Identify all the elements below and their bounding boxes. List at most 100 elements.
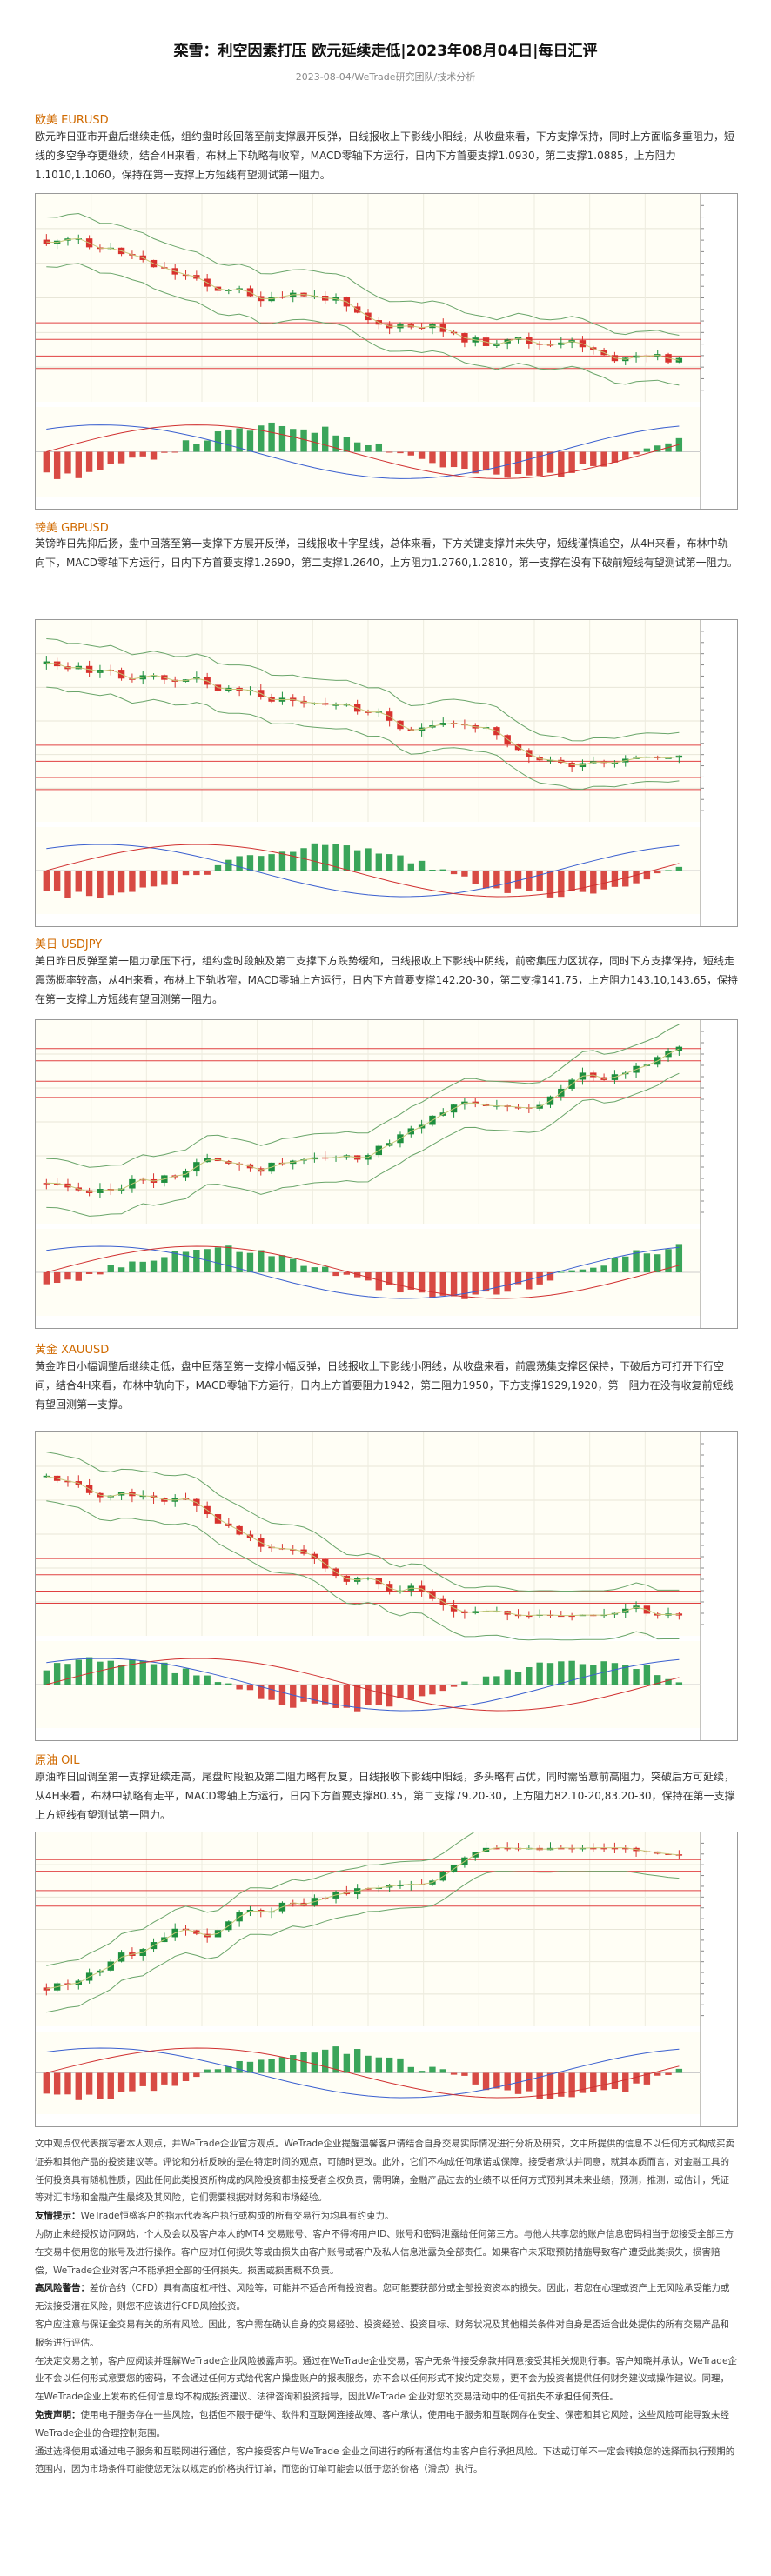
macd-bar [290, 2055, 297, 2073]
macd-bar [493, 2072, 500, 2089]
macd-bar [64, 1272, 71, 1280]
macd-bar [236, 2060, 243, 2073]
macd-bar [225, 859, 232, 871]
macd-bar [85, 871, 93, 897]
macd-bar [472, 1272, 479, 1295]
macd-bar [536, 871, 543, 891]
macd-bar [64, 2072, 71, 2095]
macd-bar [590, 1267, 597, 1272]
macd-bar [429, 451, 436, 464]
macd-bar [482, 1272, 490, 1292]
section-paragraph-oil: 原油昨日回调至第一支撑延续走高，尾盘时段触及第二阻力略有反复，日线报收下影线中阳… [35, 1771, 735, 1821]
section-title-eurusd: 欧美 EURUSD [35, 114, 109, 127]
macd-bar [129, 1261, 136, 1272]
macd-bar [97, 1272, 104, 1275]
disclaimer-paragraph: 高风险警告：差价合约（CFD）具有高度杠杆性、风险等，可能并不适合所有投资者。您… [35, 2279, 738, 2316]
section-title-gbpusd: 镑美 GBPUSD [35, 522, 109, 535]
macd-line [46, 844, 680, 898]
macd-bar [53, 871, 61, 891]
macd-bar [526, 1667, 533, 1685]
macd-bar [300, 848, 307, 871]
macd-bar [53, 1663, 61, 1685]
macd-bar [450, 451, 458, 468]
macd-bar [236, 1685, 243, 1690]
macd-bar [461, 1681, 468, 1685]
macd-bar [64, 1664, 71, 1685]
macd-bar [290, 429, 297, 452]
macd-bar [365, 444, 372, 452]
macd-bar [365, 2055, 372, 2073]
macd-bar [246, 430, 254, 452]
macd-bar [107, 871, 114, 896]
candle-body [611, 1847, 619, 1850]
macd-bar [665, 1249, 672, 1272]
macd-bar [622, 1256, 629, 1272]
macd-bar [150, 451, 158, 460]
macd-bar [300, 1685, 307, 1702]
macd-bar [268, 1685, 275, 1700]
macd-bar [365, 848, 372, 871]
macd-bar [129, 871, 136, 892]
macd-bar [214, 2069, 222, 2073]
bollinger-band [46, 662, 680, 766]
candle-body [590, 1847, 597, 1850]
macd-bar [193, 1675, 200, 1685]
macd-bar [85, 1272, 93, 1274]
macd-bar [482, 2072, 490, 2091]
macd-bar [161, 451, 168, 453]
disclaimer-paragraph: 文中观点仅代表撰写者本人观点，并WeTrade企业官方观点。WeTrade企业提… [35, 2135, 738, 2207]
macd-signal-line [46, 1658, 680, 1712]
bollinger-band [46, 1832, 475, 1966]
bollinger-band [46, 686, 680, 791]
macd-bar [439, 1685, 446, 1692]
macd-bar [171, 871, 178, 885]
macd-bar [439, 1272, 446, 1296]
candle-body [397, 1885, 404, 1886]
macd-bar [611, 1663, 619, 1685]
disclaimer-block: 文中观点仅代表撰写者本人观点，并WeTrade企业官方观点。WeTrade企业提… [35, 2135, 738, 2479]
macd-bar [504, 871, 511, 893]
macd-bar [139, 2072, 146, 2086]
macd-bar [546, 451, 554, 473]
macd-bar [139, 871, 146, 888]
section-title-xauusd: 黄金 XAUUSD [35, 1344, 110, 1357]
macd-bar [526, 871, 533, 891]
macd-bar [322, 426, 329, 452]
macd-bar [171, 1672, 178, 1685]
macd-signal-line [46, 1245, 680, 1299]
candle-body [139, 1178, 146, 1181]
bollinger-band [46, 638, 680, 742]
macd-bar [161, 1662, 168, 1685]
macd-bar [514, 2072, 522, 2094]
macd-bar [311, 1267, 318, 1272]
macd-bar [590, 451, 597, 466]
disclaimer-text: 通过选择使用或通过电子服务和互联网进行通信，客户接受客户与WeTrade 企业之… [35, 2446, 735, 2475]
candle-body [64, 1480, 71, 1483]
macd-signal-line [46, 2047, 680, 2099]
macd-bar [268, 2059, 275, 2073]
macd-bar [150, 871, 158, 887]
disclaimer-text: 文中观点仅代表撰写者本人观点，并WeTrade企业官方观点。WeTrade企业提… [35, 2139, 734, 2204]
macd-bar [461, 1272, 468, 1299]
macd-bar [353, 1685, 361, 1712]
macd-bar [536, 2072, 543, 2099]
macd-bar [85, 2072, 93, 2095]
macd-bar [332, 1685, 339, 1708]
gbpusd-4h-chart [35, 619, 738, 927]
macd-bar [290, 1685, 297, 1708]
bollinger-band [46, 1452, 680, 1592]
macd-bar [418, 451, 426, 459]
macd-bar [139, 1660, 146, 1685]
macd-bar [258, 1685, 265, 1699]
macd-bar [622, 1665, 629, 1685]
macd-bar [482, 451, 490, 471]
disclaimer-paragraph: 友情提示：WeTrade恒盛客户的指示代表客户执行或构成的所有交易行为均具有约束… [35, 2207, 738, 2226]
macd-bar [493, 871, 500, 889]
xauusd-4h-chart [35, 1431, 738, 1741]
macd-bar [311, 2052, 318, 2073]
macd-bar [97, 451, 104, 470]
macd-bar [193, 871, 200, 876]
disclaimer-paragraph: 在决定交易之前，客户应阅读并理解WeTrade企业风险披露声明。通过在WeTra… [35, 2352, 738, 2406]
macd-bar [407, 863, 414, 871]
macd-bar [161, 1257, 168, 1272]
